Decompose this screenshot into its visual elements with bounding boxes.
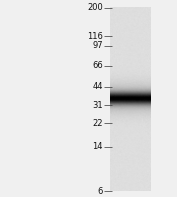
Text: 44: 44 (92, 83, 103, 91)
Text: 116: 116 (87, 32, 103, 41)
Text: 31: 31 (92, 101, 103, 110)
Text: 22: 22 (92, 119, 103, 128)
Text: 200: 200 (87, 3, 103, 12)
Text: 66: 66 (92, 61, 103, 70)
Bar (110, 8, 150, 191)
Text: 97: 97 (92, 41, 103, 50)
Text: 6: 6 (97, 187, 103, 196)
Text: kDa: kDa (110, 0, 129, 2)
Text: 14: 14 (92, 142, 103, 151)
